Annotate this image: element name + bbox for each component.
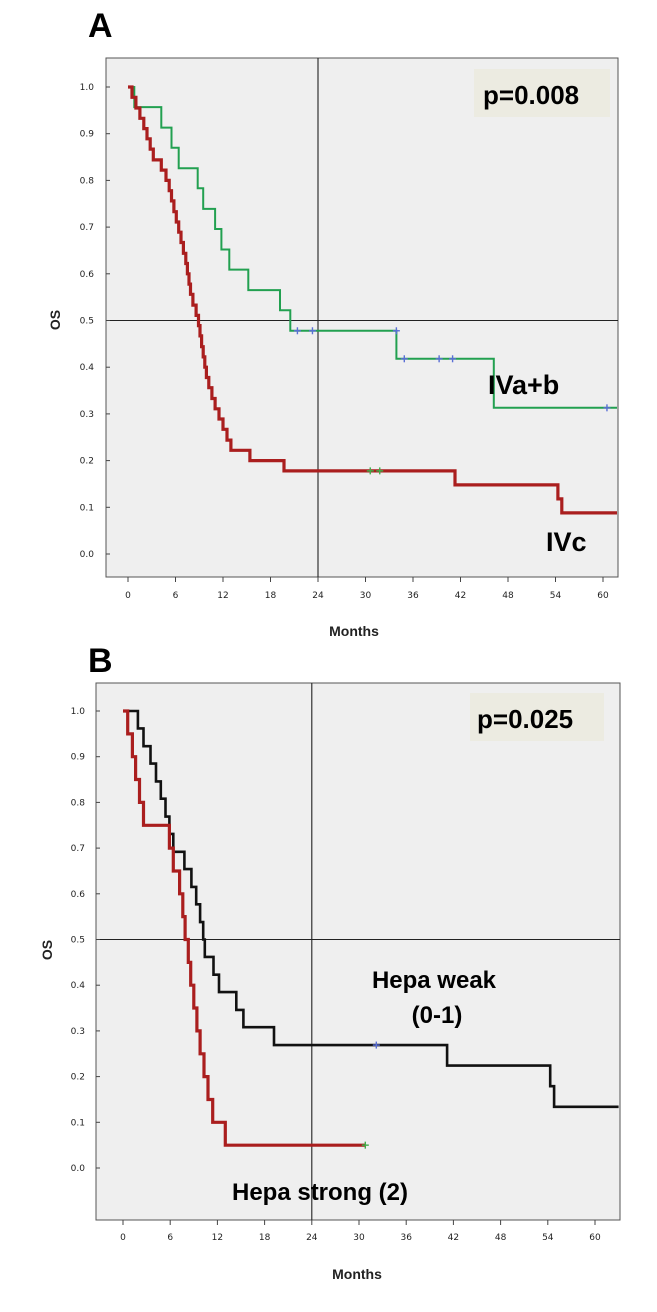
y-tick-label: 0.9 [71,753,86,763]
panel-b-y-axis: 0.0 0.1 0.2 0.3 0.4 0.5 0.6 0.7 0.8 0.9 1.0 [71,707,100,1174]
panel-a-label-ivc: IVc [546,527,587,557]
x-tick-label: 30 [353,1233,365,1243]
x-tick-label: 42 [455,591,466,601]
y-tick-label: 0.2 [80,457,94,467]
panel-b-letter: B [88,642,113,680]
panel-b-label-strong: Hepa strong (2) [232,1179,408,1206]
panel-b-y-axis-label: OS [39,940,55,960]
censor-mark [603,404,611,412]
y-tick-label: 0.6 [80,270,95,280]
y-tick-label: 1.0 [80,83,95,93]
x-tick-label: 18 [265,591,277,601]
survival-curve-hepa-weak [124,709,619,1109]
y-tick-label: 0.7 [80,223,94,233]
survival-curve-iva-b [128,86,617,409]
censor-mark [361,1141,369,1149]
panel-b-label-weak-line1: Hepa weak [372,967,497,994]
panel-a-reference-lines [106,58,618,577]
censor-mark [435,355,443,363]
censor-mark [308,327,316,335]
x-tick-label: 54 [550,591,562,601]
y-tick-label: 1.0 [71,707,86,717]
censor-mark [449,355,457,363]
y-tick-label: 0.1 [80,503,94,513]
y-tick-label: 0.4 [71,981,86,991]
panel-a-curves [128,85,617,515]
censor-mark [392,327,400,335]
y-tick-label: 0.3 [71,1027,85,1037]
panel-a-letter: A [88,7,113,45]
censor-mark [372,1041,380,1049]
y-tick-label: 0.2 [71,1073,85,1083]
y-tick-label: 0.0 [80,550,95,560]
y-tick-label: 0.9 [80,130,95,140]
panel-b-x-axis: 0 6 12 18 24 30 36 42 48 54 60 [120,1220,601,1243]
x-tick-label: 48 [495,1233,507,1243]
y-tick-label: 0.5 [71,936,85,946]
x-tick-label: 6 [167,1233,173,1243]
survival-curve-hepa-strong-2 [123,709,366,1147]
censor-mark [366,467,374,475]
y-tick-label: 0.5 [80,317,94,327]
panel-a-x-axis: 0 6 12 18 24 30 36 42 48 54 60 [125,577,609,601]
y-tick-label: 0.8 [71,798,86,808]
x-tick-label: 30 [360,591,372,601]
x-tick-label: 36 [407,591,419,601]
y-tick-label: 0.4 [80,363,95,373]
x-tick-label: 12 [212,1233,223,1243]
y-tick-label: 0.1 [71,1118,85,1128]
panel-a-y-axis-label: OS [47,310,63,330]
survival-curve-ivc [128,85,617,515]
panel-a-x-axis-label: Months [329,623,379,639]
x-tick-label: 24 [312,591,324,601]
panel-b-label-weak-line2: (0-1) [412,1002,463,1029]
x-tick-label: 42 [448,1233,459,1243]
panel-b-x-axis-label: Months [332,1266,382,1282]
x-tick-label: 0 [125,591,131,601]
panel-b-pvalue: p=0.025 [477,704,573,734]
x-tick-label: 60 [597,591,609,601]
y-tick-label: 0.0 [71,1164,86,1174]
y-tick-label: 0.3 [80,410,94,420]
x-tick-label: 18 [259,1233,271,1243]
panel-b-pvalue-box [470,693,604,741]
y-tick-label: 0.7 [71,844,85,854]
panel-a-y-axis: 0.0 0.1 0.2 0.3 0.4 0.5 0.6 0.7 0.8 0.9 1.0 [80,83,110,560]
x-tick-label: 54 [542,1233,554,1243]
panel-b: B 0.0 0.1 0.2 0.3 0.4 0.5 0.6 0.7 0.8 0.9 1.0 0 6 12… [39,642,621,1282]
panel-b-reference-lines [96,683,620,1220]
x-tick-label: 6 [173,591,179,601]
y-tick-label: 0.8 [80,176,95,186]
panel-a-pvalue-box [474,69,610,117]
x-tick-label: 0 [120,1233,126,1243]
panel-a-label-ivab: IVa+b [488,370,559,400]
censor-mark [376,467,384,475]
panel-a-pvalue: p=0.008 [483,80,579,110]
x-tick-label: 60 [589,1233,601,1243]
panel-a: A 0.0 0.1 0.2 0.3 0.4 0.5 0.6 0.7 0.8 0.9 1.0 0 6 12… [47,7,619,639]
x-tick-label: 36 [400,1233,412,1243]
censor-mark [293,327,301,335]
panel-b-plot-area [95,682,621,1221]
panel-a-plot-area [105,57,619,578]
x-tick-label: 12 [217,591,228,601]
x-tick-label: 48 [502,591,514,601]
y-tick-label: 0.6 [71,890,86,900]
panel-b-curves [123,709,619,1149]
x-tick-label: 24 [306,1233,318,1243]
censor-mark [400,355,408,363]
